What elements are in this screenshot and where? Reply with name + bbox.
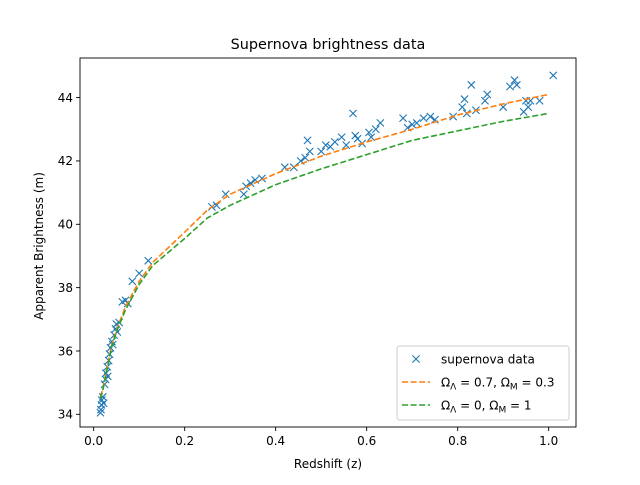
chart-title: Supernova brightness data <box>231 37 426 53</box>
y-tick-label: 34 <box>58 408 73 422</box>
scatter-point <box>317 147 326 156</box>
scatter-point <box>483 90 492 99</box>
legend-text-part: = 0.3 <box>518 375 555 389</box>
scatter-point <box>330 137 339 146</box>
scatter-point <box>512 80 521 89</box>
scatter-point <box>349 109 358 118</box>
legend-text-part: = 0.7, <box>456 375 500 389</box>
legend-marker-scatter <box>412 355 420 363</box>
y-tick-label: 38 <box>58 281 73 295</box>
legend-label-2: ΩΛ = 0, ΩM = 1 <box>441 398 532 415</box>
x-tick-label: 0.2 <box>175 434 194 448</box>
scatter-point <box>506 82 515 91</box>
y-axis: 34 36 38 40 42 44 <box>58 91 80 422</box>
scatter-point <box>239 190 248 199</box>
scatter-point <box>301 153 310 162</box>
scatter-point <box>510 76 519 85</box>
scatter-point <box>376 118 385 127</box>
legend-subscript: M <box>498 405 506 415</box>
x-tick-label: 1.0 <box>539 434 558 448</box>
legend-subscript: Λ <box>450 405 457 415</box>
x-tick-label: 0.4 <box>266 434 285 448</box>
scatter-point <box>371 125 380 134</box>
legend-text-part: = 1 <box>506 398 531 412</box>
x-tick-label: 0.0 <box>84 434 103 448</box>
scatter-point <box>258 174 267 183</box>
scatter-point <box>96 408 105 417</box>
x-tick-label: 0.6 <box>357 434 376 448</box>
scatter-point <box>481 96 489 105</box>
scatter-point <box>144 256 153 265</box>
scatter-point <box>305 147 314 156</box>
legend-box <box>396 345 570 421</box>
scatter-point <box>535 96 544 105</box>
scatter-point <box>408 120 417 129</box>
scatter-point <box>426 112 435 121</box>
y-tick-label: 40 <box>58 218 73 232</box>
scatter-point <box>412 118 421 127</box>
model-curve-2 <box>99 112 549 399</box>
legend-subscript: Λ <box>450 382 457 392</box>
legend-subscript: M <box>510 382 518 392</box>
x-axis-label: Redshift (z) <box>294 457 362 471</box>
scatter-point <box>367 133 376 142</box>
scatter-point <box>99 399 108 408</box>
scatter-point <box>467 80 476 89</box>
scatter-point <box>342 141 351 150</box>
y-axis-label: Apparent Brightness (m) <box>32 172 46 320</box>
scatter-point <box>321 141 330 150</box>
legend-text-part: Ω <box>441 398 450 412</box>
model-curve-1 <box>99 93 549 398</box>
plot-content <box>96 71 558 417</box>
legend-label-1: ΩΛ = 0.7, ΩM = 0.3 <box>441 375 554 392</box>
plot-area <box>79 57 577 428</box>
scatter-point <box>128 277 137 286</box>
legend-label-scatter: supernova data <box>441 352 535 366</box>
y-tick-label: 36 <box>58 344 73 358</box>
scatter-point <box>549 71 558 80</box>
scatter-point <box>364 128 373 137</box>
scatter-point <box>419 114 428 123</box>
x-axis: 0.0 0.2 0.4 0.6 0.8 1.0 <box>84 427 558 448</box>
legend-text-part: Ω <box>441 375 450 389</box>
x-tick-label: 0.8 <box>448 434 467 448</box>
scatter-point <box>524 103 533 112</box>
scatter-point <box>303 136 312 145</box>
legend-text-part: Ω <box>501 375 510 389</box>
scatter-point <box>399 114 408 123</box>
y-tick-label: 42 <box>58 154 73 168</box>
scatter-point <box>460 95 469 104</box>
legend-text-part: Ω <box>489 398 498 412</box>
scatter-series <box>96 71 558 417</box>
scatter-point <box>458 103 467 112</box>
y-tick-label: 44 <box>58 91 73 105</box>
legend-text-part: = 0, <box>456 398 489 412</box>
scatter-point <box>100 380 109 389</box>
scatter-point <box>337 133 346 142</box>
axes-frame <box>79 57 577 428</box>
scatter-point <box>135 269 144 278</box>
